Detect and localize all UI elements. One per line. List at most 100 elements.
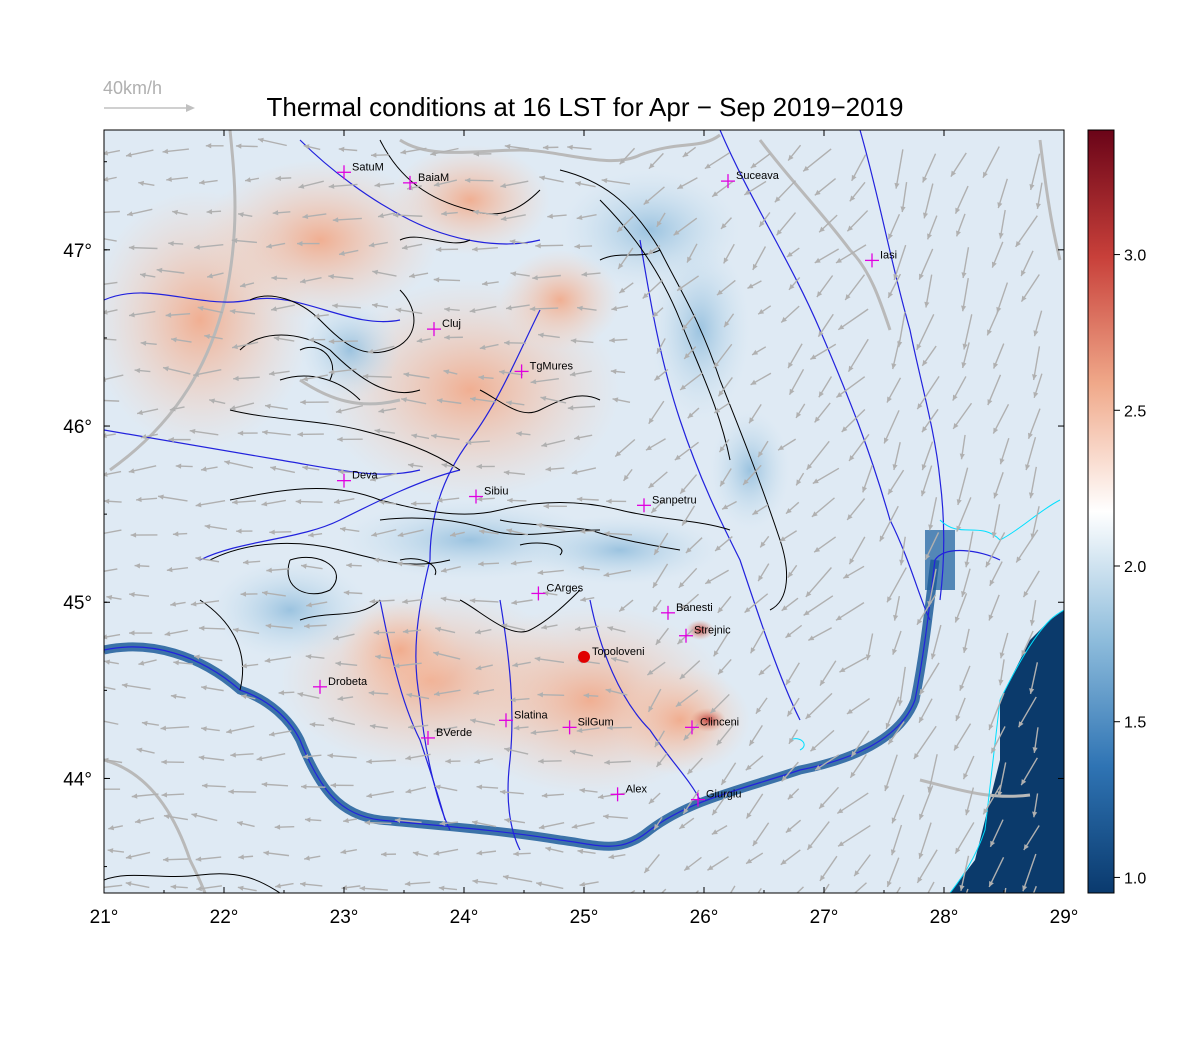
wind-arrow [375,654,393,660]
x-axis: 21° 22° 23° 24° 25° 26° 27° 28° 29° [90,130,1078,928]
wind-arrow [567,144,592,151]
wind-arrow [721,500,737,510]
wind-arrow [511,599,533,606]
wind-arrow [850,730,870,758]
wind-arrow [788,276,801,291]
wind-arrow [104,529,122,535]
wind-arrow [333,497,355,505]
wind-arrow [759,535,770,548]
station-label: Giurgiu [706,789,741,801]
wind-arrow [408,724,429,730]
wind-arrow [541,792,564,799]
wind-arrow [433,848,459,856]
thermal-field [104,130,1064,893]
wind-arrow [749,628,766,654]
wind-arrow [575,181,596,188]
wind-arrow [534,656,565,664]
wind-arrow [577,305,597,311]
wind-arrow [230,752,254,758]
wind-arrow [645,438,666,451]
wind-arrow [476,496,495,502]
wind-arrow [104,470,122,477]
wind-arrow [849,754,867,779]
wind-arrow [302,213,327,220]
wind-arrow [990,726,1006,754]
wind-arrow [237,430,258,436]
wind-arrow [394,817,422,824]
wind-arrows [104,137,1043,893]
wind-arrow [161,759,185,765]
wind-arrow [104,149,121,156]
wind-arrow [921,345,937,367]
wind-arrow [580,596,595,602]
wind-arrow [848,536,866,565]
wind-arrow [660,888,667,893]
wind-arrow [108,825,123,831]
wind-arrow [810,729,835,752]
wind-arrow [256,753,286,762]
wind-arrow [653,816,663,831]
wind-arrow [301,784,326,790]
wind-arrow [674,441,699,461]
wind-arrow [366,758,396,765]
wind-arrow [261,781,289,788]
wind-arrow [134,367,151,374]
wind-arrow [683,346,697,360]
wind-arrow [191,812,218,822]
wind-arrow [956,467,969,506]
station-label: Sanpetru [652,494,697,506]
wind-arrow [476,850,497,856]
wind-arrow [479,343,499,350]
wind-arrow [499,369,524,376]
wind-arrow [916,849,938,884]
wind-arrow [647,688,662,713]
wind-arrow [378,407,397,414]
wind-arrow [232,499,256,505]
wind-arrow [812,467,840,485]
wind-arrow [510,271,530,277]
wind-arrow [168,437,191,443]
wind-arrow [998,209,1006,239]
wind-arrow [401,397,427,405]
wind-arrow [302,465,320,471]
station-label: Cluj [442,318,461,330]
wind-arrow [1022,570,1040,598]
wind-arrow [366,790,394,799]
wind-arrow [1025,436,1037,471]
wind-arrow [814,177,837,196]
wind-arrow [687,407,700,419]
wind-arrow [231,238,258,244]
wind-arrow [401,243,423,250]
wind-arrow [569,370,592,377]
wind-arrow [570,338,594,344]
wind-arrow [655,753,668,768]
wind-arrow [240,694,256,700]
wind-arrow [244,177,260,183]
wind-arrow [988,594,1000,621]
wind-arrow [918,822,932,859]
wind-arrow [569,749,593,757]
wind-arrow [865,633,874,661]
wind-arrow [1029,153,1041,191]
roads [104,130,1062,893]
wind-arrow [104,884,123,889]
y-tick-label: 45° [63,593,92,614]
wind-arrow [261,590,286,597]
wind-arrow [104,498,122,504]
wind-arrow [273,335,295,342]
rivers [104,130,1001,851]
wind-arrow [402,598,423,605]
wind-arrow [403,372,430,379]
wind-arrow [997,178,1008,209]
wind-arrow [681,313,696,331]
wind-arrow [162,857,189,863]
wind-arrow [441,462,456,469]
wind-arrow [616,215,634,233]
wind-arrow [652,599,662,613]
wind-arrow [757,305,772,315]
wind-arrow [893,244,907,281]
wind-arrow [297,692,320,699]
wind-arrow [1033,373,1043,399]
wind-arrow [617,247,634,270]
wind-arrow [579,787,598,794]
